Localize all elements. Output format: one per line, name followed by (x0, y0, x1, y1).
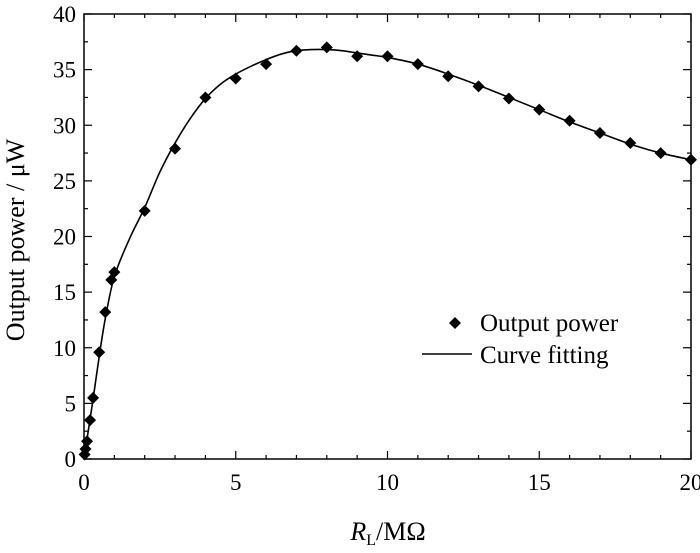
x-tick-label: 0 (78, 470, 90, 495)
data-point-output-power (351, 50, 364, 63)
data-point-output-power (472, 80, 485, 93)
data-point-output-power (169, 142, 182, 155)
y-tick-label: 35 (53, 58, 76, 83)
curve-layer (83, 48, 692, 460)
data-point-output-power (199, 91, 212, 104)
marker-layer (78, 41, 697, 461)
data-point-output-power (654, 147, 667, 160)
data-point-output-power (84, 414, 97, 427)
y-tick-label: 20 (53, 225, 76, 250)
y-tick-label: 0 (65, 447, 77, 472)
x-tick-label: 20 (680, 470, 700, 495)
data-point-output-power (290, 44, 303, 57)
x-tick-label: 5 (230, 470, 242, 495)
data-point-output-power (260, 58, 273, 71)
legend-marker-output-power (449, 317, 461, 329)
plot-frame (83, 13, 692, 460)
data-point-output-power (381, 50, 394, 63)
data-point-output-power (411, 58, 424, 71)
data-point-output-power (533, 103, 546, 116)
series-line-curve-fitting (83, 48, 692, 460)
axis-ticks (83, 13, 692, 460)
data-point-output-power (81, 435, 94, 448)
legend-label-output-power: Output power (480, 310, 619, 337)
y-tick-label: 40 (53, 2, 76, 27)
x-axis-label-unit: /MΩ (376, 517, 426, 546)
data-point-output-power (442, 70, 455, 83)
data-point-output-power (502, 92, 515, 105)
y-tick-label: 30 (53, 113, 76, 138)
data-point-output-power (79, 442, 92, 455)
x-axis-label-sub: L (366, 532, 376, 549)
x-tick-label: 15 (528, 470, 551, 495)
x-axis-label-main: R (349, 517, 366, 546)
data-point-output-power (320, 41, 333, 54)
x-axis-label: RL/MΩ (349, 517, 425, 549)
y-axis-label: Output power / μW (1, 138, 30, 341)
data-point-output-power (593, 127, 606, 140)
data-point-output-power (108, 266, 121, 279)
y-tick-label: 5 (65, 391, 77, 416)
data-point-output-power (99, 306, 112, 319)
data-point-output-power (229, 72, 242, 85)
tick-labels: 0 5 10 15 20 0 5 10 15 20 25 30 35 40 (53, 2, 700, 495)
data-point-output-power (138, 204, 151, 217)
legend: Output power Curve fitting (422, 310, 619, 369)
data-point-output-power (624, 137, 637, 150)
y-tick-label: 25 (53, 169, 76, 194)
data-point-output-power (685, 153, 697, 166)
y-tick-label: 10 (53, 336, 76, 361)
plot-border (83, 13, 692, 460)
y-tick-label: 15 (53, 280, 76, 305)
data-point-output-power (563, 114, 576, 127)
x-tick-label: 10 (376, 470, 399, 495)
legend-label-curve-fitting: Curve fitting (480, 342, 609, 369)
data-point-output-power (93, 346, 106, 359)
data-point-output-power (87, 391, 100, 404)
